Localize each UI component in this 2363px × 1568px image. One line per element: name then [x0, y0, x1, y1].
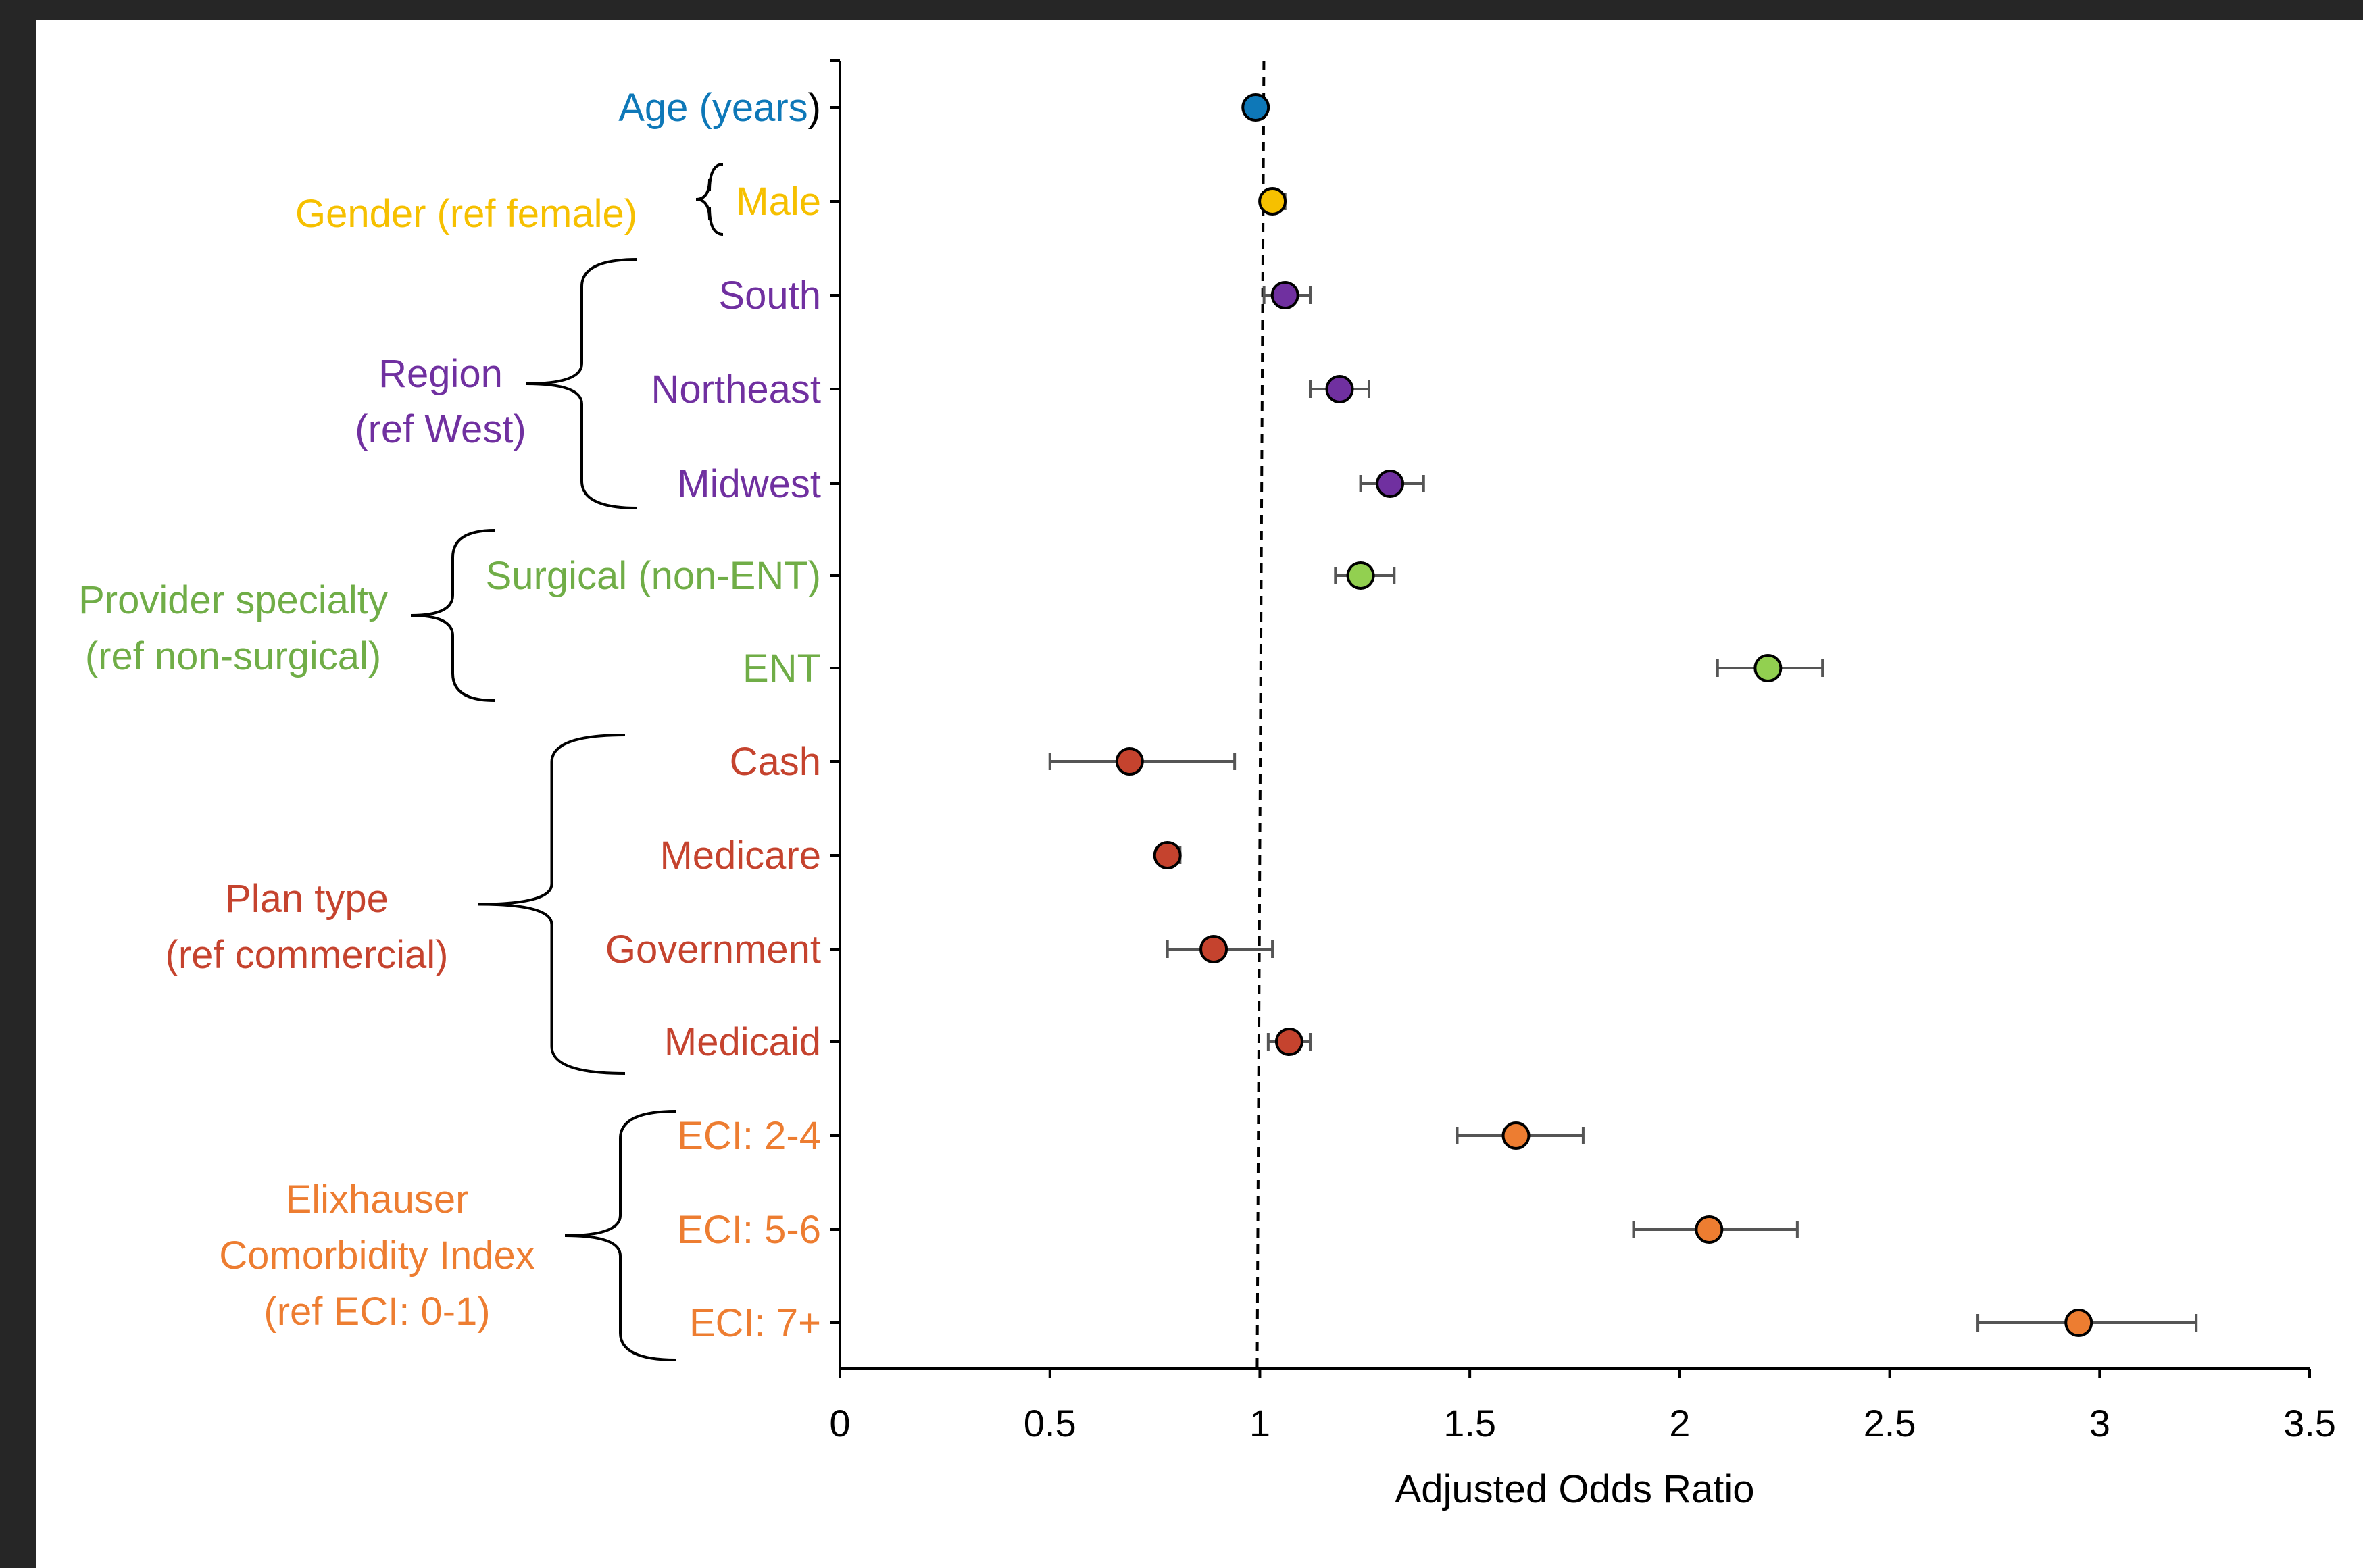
row-label-suffix: ): [808, 86, 821, 130]
odds-ratio-point: [1258, 187, 1287, 216]
odds-ratio-point: [1115, 747, 1144, 776]
x-tick-label: 0.5: [1024, 1402, 1076, 1444]
group-label-line: Region: [378, 352, 503, 396]
row-label: Medicaid: [664, 1020, 821, 1064]
group-label: Plan type (ref commercial): [166, 877, 449, 977]
group-label-line: Elixhauser: [286, 1178, 469, 1221]
row-label: Government: [605, 928, 821, 971]
odds-ratio-point: [2064, 1309, 2093, 1337]
group-label: Provider specialty (ref non-surgical): [78, 578, 388, 678]
group-label-line: (ref West): [355, 407, 526, 451]
group-label: Region (ref West): [355, 352, 526, 451]
row-label: ECI: 2-4: [677, 1114, 821, 1158]
row-label: South: [718, 274, 821, 318]
x-tick-label: 1: [1249, 1402, 1270, 1444]
odds-ratio-point: [1274, 1028, 1303, 1056]
x-tick-label: 3: [2089, 1402, 2110, 1444]
row-label: Age (years): [618, 86, 821, 130]
group-bracket: [695, 163, 724, 236]
odds-ratio-point: [1753, 654, 1783, 682]
row-label: Northeast: [651, 368, 821, 411]
group-bracket: [526, 258, 638, 509]
x-tick-label: 1.5: [1443, 1402, 1496, 1444]
odds-ratio-point: [1695, 1215, 1724, 1244]
x-axis-title: Adjusted Odds Ratio: [1395, 1467, 1755, 1511]
group-label-line: (ref commercial): [166, 933, 449, 977]
row-label: ENT: [743, 647, 821, 690]
odds-ratio-point: [1199, 935, 1228, 963]
row-label: Surgical (non-ENT): [486, 554, 821, 598]
group-label-line: Provider specialty: [78, 578, 388, 622]
row-label: Male: [736, 180, 821, 224]
odds-ratio-point: [1325, 375, 1354, 403]
reference-line: [1255, 60, 1266, 1369]
x-tick-label: 2: [1669, 1402, 1690, 1444]
group-label: Elixhauser Comorbidity Index (ref ECI: 0-1…: [219, 1178, 534, 1334]
row-label: ECI: 5-6: [677, 1208, 821, 1252]
group-label-line: Plan type: [225, 877, 389, 921]
group-label-line: Comorbidity Index: [219, 1234, 534, 1278]
x-tick-label: 0: [829, 1402, 850, 1444]
row-label: Cash: [730, 740, 821, 784]
group-label-line: Gender (ref female): [295, 192, 637, 236]
odds-ratio-point: [1241, 93, 1270, 122]
odds-ratio-point: [1346, 561, 1375, 590]
row-label: ECI: 7+: [689, 1301, 821, 1345]
group-bracket: [478, 734, 626, 1075]
row-label: Medicare: [660, 834, 821, 878]
group-bracket: [564, 1110, 676, 1361]
group-label-line: (ref ECI: 0-1): [264, 1290, 490, 1334]
chart-panel: [36, 20, 2363, 1568]
row-label: Midwest: [677, 462, 821, 506]
group-label: Gender (ref female): [295, 192, 637, 236]
x-tick-label: 2.5: [1864, 1402, 1916, 1444]
odds-ratio-point: [1501, 1121, 1531, 1150]
group-bracket: [410, 529, 495, 702]
group-label-line: (ref non-surgical): [85, 634, 381, 678]
x-tick-label: 3.5: [2283, 1402, 2336, 1444]
odds-ratio-point: [1153, 841, 1182, 869]
odds-ratio-point: [1270, 281, 1299, 309]
odds-ratio-point: [1376, 470, 1405, 498]
